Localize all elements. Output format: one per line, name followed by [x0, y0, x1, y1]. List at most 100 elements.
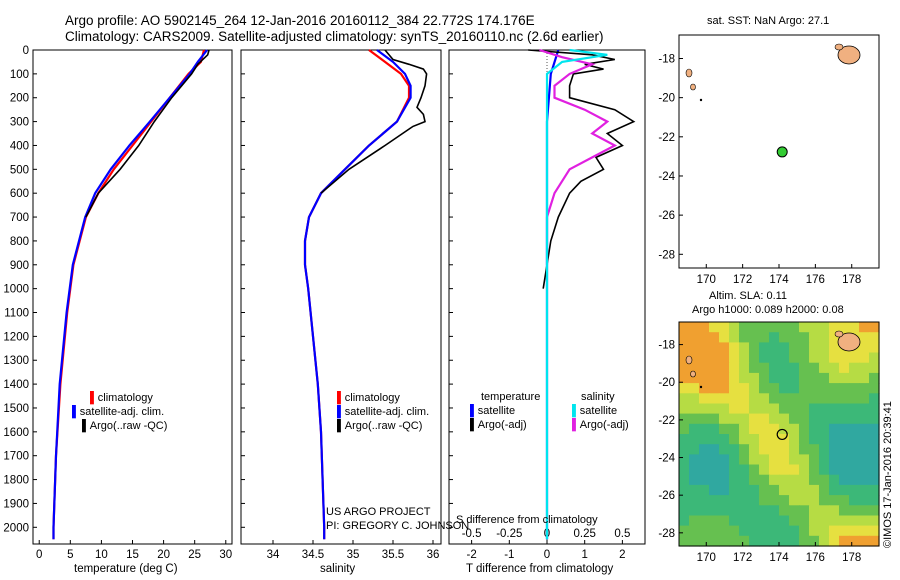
sla-cell	[769, 342, 780, 354]
sla-cell	[799, 515, 810, 527]
sla-cell	[719, 322, 730, 333]
sla-cell	[799, 474, 810, 486]
sla-cell	[759, 372, 770, 384]
sla-cell	[719, 535, 730, 547]
sla-cell	[799, 505, 810, 517]
sla-cell	[719, 383, 730, 394]
sla-cell	[739, 444, 750, 455]
sla-cell	[809, 372, 820, 384]
depth-tick-label: 2000	[3, 522, 29, 534]
legend-diff-sal-satellite: ▌satellite	[572, 405, 618, 417]
sla-cell	[729, 495, 740, 506]
sla-cell	[739, 372, 750, 384]
sla-cell	[859, 444, 870, 455]
sla-cell	[819, 515, 830, 527]
sla-cell	[789, 393, 800, 405]
depth-tick-label: 300	[10, 117, 29, 129]
sla-cell	[809, 332, 820, 343]
sla-cell	[769, 505, 780, 517]
sla-cell	[829, 454, 840, 466]
sla-cell	[839, 413, 850, 425]
sla-cell	[739, 454, 750, 466]
sla-cell	[789, 464, 800, 476]
sla-cell	[689, 393, 700, 405]
sla-cell	[769, 495, 780, 506]
sla-cell	[679, 505, 690, 517]
sla-cell	[819, 322, 830, 333]
sla-cell	[719, 332, 730, 343]
sla-cell	[679, 454, 690, 466]
sla-cell	[729, 342, 740, 354]
sla-cell	[779, 342, 790, 354]
sla-cell	[819, 464, 830, 476]
sla-cell	[869, 444, 880, 455]
temperature-x-tick-label: 20	[157, 549, 170, 561]
sla-cell	[779, 464, 790, 476]
sla-cell	[679, 403, 690, 415]
sla-cell	[769, 434, 780, 445]
sla-cell	[869, 464, 880, 476]
sla-cell	[819, 413, 830, 425]
sla-cell	[699, 332, 710, 343]
map-y-tick-label: -26	[658, 490, 675, 502]
legend-diff-sal-argo: ▌Argo(-adj)	[572, 419, 629, 431]
sla-cell	[719, 342, 730, 354]
sla-cell	[869, 484, 880, 496]
sla-cell	[829, 322, 840, 333]
sla-cell	[779, 525, 790, 537]
sla-cell	[729, 484, 740, 496]
sla-cell	[769, 362, 780, 374]
depth-tick-label: 1500	[3, 403, 29, 415]
temperature-series-1	[52, 49, 206, 540]
island-shape	[837, 45, 861, 65]
sla-cell	[719, 505, 730, 517]
sla-cell	[739, 342, 750, 354]
sla-cell	[709, 362, 720, 374]
sla-cell	[709, 525, 720, 537]
depth-tick-label: 200	[10, 93, 29, 105]
sla-cell	[779, 393, 790, 405]
difference-T-tick-label: -1	[504, 549, 514, 561]
depth-tick-label: 700	[10, 212, 29, 224]
sla-cell	[759, 352, 770, 364]
sla-cell	[859, 362, 870, 374]
map-x-tick-label: 178	[842, 552, 861, 564]
sla-cell	[809, 505, 820, 517]
salinity-panel-frame	[240, 49, 442, 545]
sla-cell	[789, 525, 800, 537]
sla-cell	[679, 372, 690, 384]
sla-cell	[679, 423, 690, 435]
sla-cell	[719, 413, 730, 425]
sla-cell	[859, 484, 870, 496]
sla-cell	[759, 393, 770, 405]
sla-cell	[689, 495, 700, 506]
sla-cell	[859, 332, 870, 343]
sla-cell	[859, 535, 870, 547]
sla-cell	[859, 454, 870, 466]
sla-cell	[719, 515, 730, 527]
sla-cell	[769, 515, 780, 527]
map-y-tick-label: -22	[658, 415, 675, 427]
sla-cell	[719, 362, 730, 374]
sla-cell	[689, 525, 700, 537]
sla-cell	[689, 332, 700, 343]
sla-cell	[859, 413, 870, 425]
sla-cell	[749, 423, 760, 435]
sla-cell	[719, 474, 730, 486]
depth-tick-label: 1200	[3, 331, 29, 343]
sla-cell	[729, 403, 740, 415]
island-shape	[690, 370, 696, 378]
sla-cell	[689, 352, 700, 364]
island-shape	[834, 43, 844, 51]
sla-cell	[799, 393, 810, 405]
sla-cell	[729, 423, 740, 435]
difference-T-tick-label: 0	[544, 549, 550, 561]
difference-S-tick-label: 0.5	[614, 528, 630, 540]
sla-cell	[719, 393, 730, 405]
sla-cell	[769, 525, 780, 537]
sla-cell	[849, 484, 860, 496]
sla-cell	[819, 474, 830, 486]
diff-xlabel-temperature: T difference from climatology	[466, 563, 614, 575]
sla-cell	[809, 362, 820, 374]
sla-cell	[869, 372, 880, 384]
